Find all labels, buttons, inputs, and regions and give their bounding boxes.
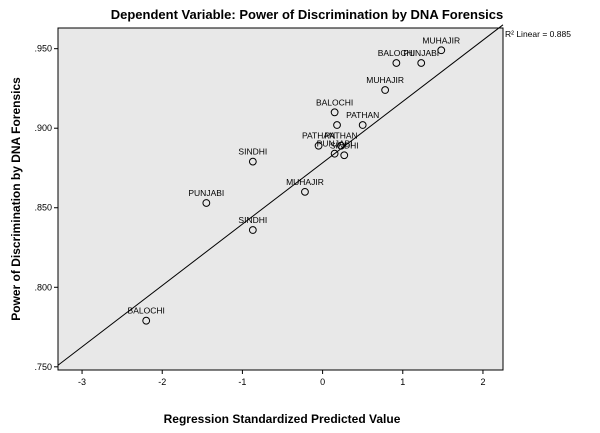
point-label: MUHAJIR [422, 35, 460, 45]
x-tick-label: -3 [78, 377, 86, 387]
y-tick-label: .850 [34, 203, 52, 213]
y-tick-label: .800 [34, 282, 52, 292]
data-point [330, 149, 339, 158]
chart-title: Dependent Variable: Power of Discriminat… [111, 7, 504, 22]
point-label: PUNJABI [403, 48, 439, 58]
point-label: PATHAN [302, 131, 335, 141]
y-axis-label: Power of Discrimination by DNA Forensics [9, 77, 23, 321]
x-tick-label: -2 [158, 377, 166, 387]
data-point [381, 86, 390, 94]
point-label: MUHAJIR [366, 75, 404, 85]
point-label: SINDHI [238, 147, 267, 157]
fit-line [57, 24, 504, 366]
x-tick-label: -1 [238, 377, 246, 387]
x-axis: -3 -2 -1 0 1 2 [78, 370, 485, 387]
y-tick-label: .900 [34, 123, 52, 133]
data-point [340, 151, 349, 160]
data-point [314, 141, 323, 150]
data-point [330, 108, 339, 117]
data-point [392, 59, 401, 67]
data-point [248, 226, 257, 234]
point-label: SINDHI [238, 215, 267, 225]
data-point [333, 121, 341, 129]
point-label: MUHAJIR [286, 177, 324, 187]
data-points: BALOCHIPUNJABISINDHISINDHIPATHANPUNJABIM… [128, 35, 460, 325]
data-point [337, 141, 345, 150]
r2-label: R² Linear = 0.885 [505, 29, 571, 39]
point-label: BALOCHI [128, 306, 165, 316]
point-label: PUNJABI [188, 188, 224, 198]
y-axis: .750 .800 .850 .900 .950 [34, 44, 58, 372]
data-point [142, 316, 151, 325]
x-tick-label: 1 [400, 377, 405, 387]
data-point [437, 46, 446, 55]
data-point [248, 157, 257, 166]
point-label: BALOCHI [316, 97, 353, 107]
data-point [358, 121, 367, 129]
x-axis-label: Regression Standardized Predicted Value [164, 412, 401, 426]
y-tick-label: .750 [34, 362, 52, 372]
x-tick-label: 0 [320, 377, 325, 387]
point-label: PUNJABI [317, 139, 353, 149]
plot-area [57, 27, 504, 371]
point-label: BALOCHI [378, 48, 415, 58]
point-label: PATHAN [324, 131, 357, 141]
point-label: SINDHI [330, 140, 359, 150]
x-tick-label: 2 [480, 377, 485, 387]
data-point [417, 59, 426, 67]
point-label: PATHAN [346, 110, 379, 120]
y-tick-label: .950 [34, 44, 52, 54]
data-point [202, 199, 211, 207]
data-point [301, 187, 309, 196]
